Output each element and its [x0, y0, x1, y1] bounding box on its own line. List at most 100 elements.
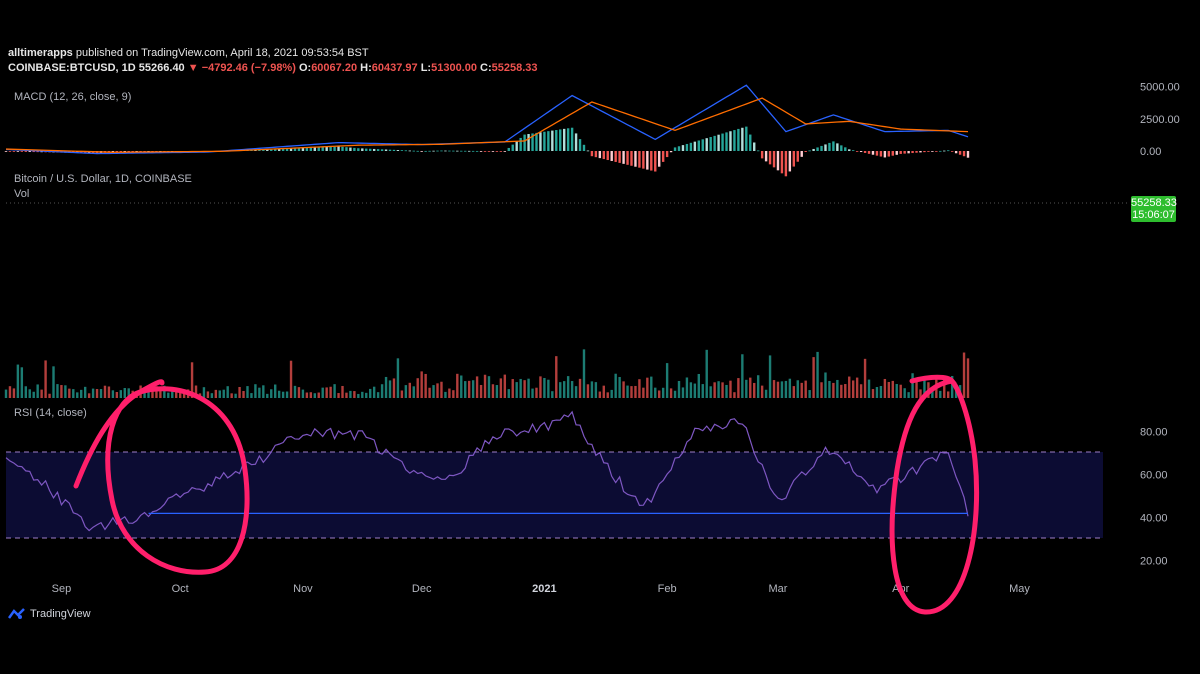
macd-histogram-bar — [784, 151, 788, 177]
macd-histogram-bar — [76, 151, 79, 153]
volume-bar — [440, 381, 443, 398]
volume-bar — [614, 373, 617, 398]
macd-histogram-bar — [618, 151, 621, 163]
volume-bar — [701, 384, 704, 398]
volume-bar — [452, 390, 455, 398]
volume-bar — [804, 380, 807, 398]
volume-bar — [388, 380, 392, 398]
macd-histogram-bar — [669, 151, 673, 153]
macd-histogram-bar — [325, 146, 328, 151]
macd-histogram-bar — [950, 151, 954, 152]
macd-histogram-bar — [515, 141, 518, 151]
macd-histogram-bar — [709, 137, 712, 151]
macd-histogram-bar — [475, 150, 479, 152]
volume-bar — [626, 385, 629, 398]
volume-bar — [483, 374, 487, 398]
macd-histogram-bar — [499, 151, 503, 152]
macd-histogram-bar — [329, 146, 332, 151]
macd-histogram-bar — [36, 151, 39, 153]
volume-bar — [543, 377, 546, 398]
volume-bar — [693, 383, 697, 398]
volume-bar — [800, 382, 803, 398]
macd-histogram-bar — [341, 146, 344, 151]
macd-histogram-bar — [388, 149, 392, 151]
macd-histogram-bar — [428, 150, 431, 152]
macd-histogram-bar — [353, 147, 356, 151]
volume-bar — [226, 386, 229, 398]
macd-histogram-bar — [555, 130, 558, 151]
macd-histogram-bar — [285, 148, 289, 151]
macd-histogram-bar — [570, 127, 574, 151]
macd-histogram-bar — [638, 151, 641, 168]
x-tick-label: Oct — [172, 583, 189, 595]
volume-bar — [677, 380, 681, 398]
volume-bar — [274, 384, 277, 398]
macd-histogram-bar — [800, 151, 803, 157]
macd-histogram-bar — [495, 151, 499, 152]
volume-bar — [123, 388, 126, 398]
volume-bar — [464, 381, 467, 398]
low-value: 51300.00 — [431, 62, 477, 74]
volume-bar — [574, 386, 578, 398]
macd-histogram-bar — [812, 148, 815, 151]
volume-bar — [194, 385, 198, 398]
volume-bar — [428, 387, 431, 398]
volume-bar — [242, 390, 245, 398]
tradingview-logo[interactable]: TradingView — [8, 608, 91, 620]
volume-bar — [697, 373, 700, 398]
volume-bar — [887, 381, 891, 398]
macd-histogram-bar — [317, 147, 320, 151]
volume-bar — [943, 379, 946, 398]
macd-histogram-bar — [460, 150, 463, 152]
macd-histogram-bar — [487, 151, 491, 152]
volume-bar — [40, 389, 43, 398]
macd-histogram-bar — [760, 151, 764, 159]
macd-histogram-bar — [741, 127, 744, 151]
volume-bar — [673, 390, 677, 398]
price-tag-value: 55258.33 — [1131, 197, 1177, 209]
volume-bar — [321, 387, 324, 398]
last-price: 55266.40 — [138, 62, 185, 74]
macd-histogram-bar — [602, 151, 605, 160]
macd-histogram-bar — [313, 147, 316, 151]
macd-histogram-bar — [491, 151, 495, 152]
y-tick-label: 2500.00 — [1140, 114, 1180, 126]
macd-histogram-bar — [899, 151, 902, 154]
macd-histogram-bar — [725, 132, 728, 151]
macd-histogram-bar — [12, 151, 16, 152]
macd-histogram-bar — [681, 145, 685, 151]
volume-bar — [622, 381, 625, 398]
macd-histogram-bar — [507, 147, 510, 151]
macd-histogram-bar — [650, 151, 653, 171]
macd-histogram-bar — [923, 151, 926, 153]
macd-histogram-bar — [745, 126, 748, 151]
macd-histogram-bar — [321, 147, 324, 151]
volume-bar — [519, 378, 522, 398]
volume-bar — [863, 358, 867, 398]
volume-bar — [562, 381, 566, 398]
volume-bar — [24, 386, 27, 398]
macd-histogram-bar — [915, 151, 918, 153]
volume-bar — [436, 383, 439, 398]
macd-histogram-bar — [879, 151, 883, 157]
volume-bar — [598, 391, 602, 398]
macd-histogram-bar — [693, 141, 697, 151]
macd-histogram-bar — [883, 151, 887, 158]
volume-bar — [99, 389, 103, 398]
macd-histogram-bar — [80, 151, 83, 153]
annotation-circle-left — [73, 379, 250, 575]
volume-bar — [931, 387, 934, 398]
volume-bar — [551, 391, 554, 398]
macd-histogram-bar — [305, 147, 309, 151]
close-label: C: — [480, 62, 492, 74]
macd-histogram-bar — [309, 147, 313, 151]
volume-bar — [555, 356, 558, 398]
volume-bar — [780, 381, 784, 398]
volume-bar — [345, 392, 348, 398]
volume-bar — [859, 384, 863, 398]
macd-histogram-bar — [927, 151, 930, 152]
volume-bar — [630, 386, 633, 398]
x-tick-label: May — [1009, 583, 1030, 595]
volume-bar — [353, 391, 356, 398]
